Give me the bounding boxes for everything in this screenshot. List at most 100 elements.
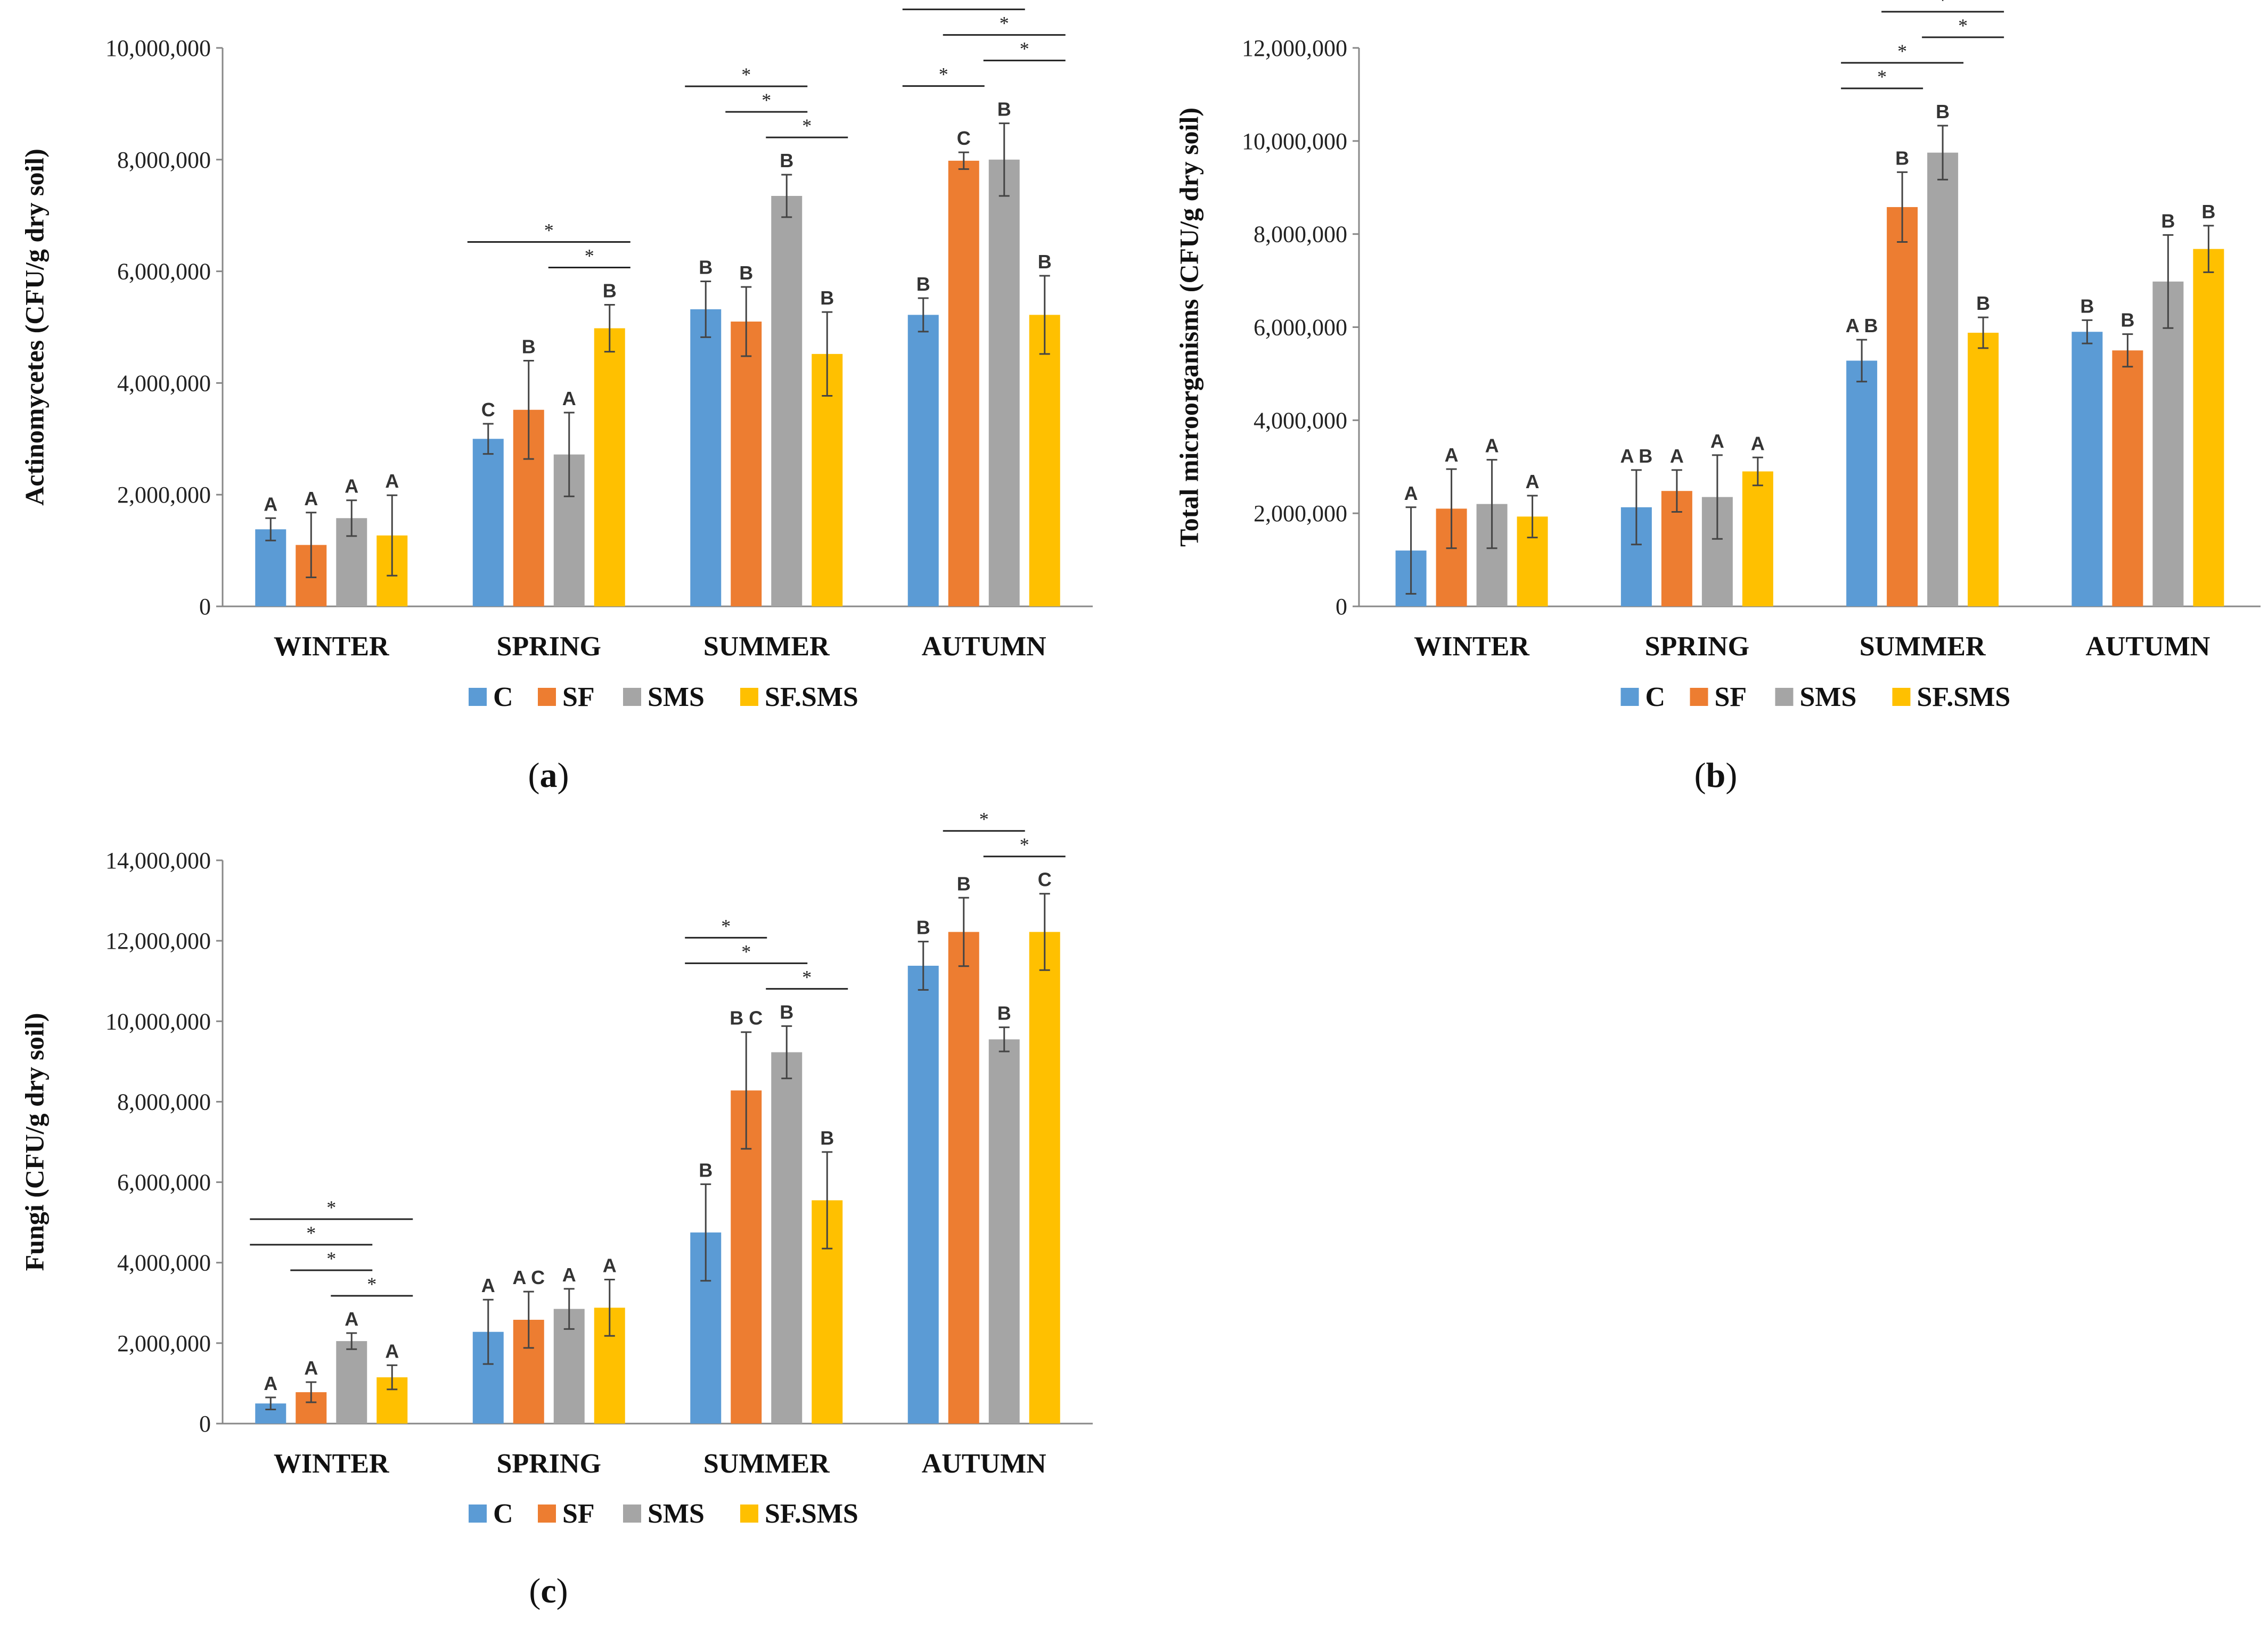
legend-entry: SF — [1715, 682, 1747, 712]
chart-panel-2: 0 2,000,000 4,000,000 6,000,000 8,000,000 10,… — [1174, 0, 2261, 795]
significance-letter: A B — [1846, 315, 1878, 336]
significance-letter: A — [1670, 445, 1684, 467]
y-tick-label: 4,000,000 — [1254, 407, 1347, 433]
bar-c — [907, 315, 939, 606]
significance-star: * — [762, 89, 771, 111]
significance-letter: A — [1710, 430, 1724, 452]
significance-letter: A — [562, 1264, 576, 1286]
significance-letter: B — [916, 917, 930, 939]
significance-letter: A — [264, 493, 277, 515]
legend-entry: SF.SMS — [1917, 682, 2011, 712]
significance-star: * — [1877, 66, 1887, 87]
panel-label: (a) — [528, 756, 569, 795]
significance-letter: B — [780, 150, 793, 171]
significance-letter: B — [2080, 295, 2094, 317]
y-axis-label: Actinomycetes (CFU/g dry soil) — [19, 149, 49, 506]
bar-c — [2072, 332, 2103, 606]
significance-letter: A — [385, 1340, 399, 1362]
bar-sms — [771, 195, 803, 606]
significance-letter: B — [2201, 201, 2215, 223]
y-tick-label: 6,000,000 — [117, 1170, 211, 1196]
significance-letter: A — [1526, 471, 1540, 492]
legend-entry: SMS — [648, 682, 705, 712]
y-tick-label: 4,000,000 — [117, 370, 211, 396]
significance-letter: B C — [730, 1007, 763, 1029]
bar-c — [472, 439, 504, 606]
significance-letter: A — [345, 475, 358, 497]
legend-entry: SF.SMS — [765, 1499, 858, 1529]
bar-sms — [771, 1052, 803, 1424]
significance-letter: B — [1936, 101, 1950, 122]
significance-letter: C — [481, 399, 495, 421]
y-tick-label: 2,000,000 — [1254, 500, 1347, 527]
significance-letter: B — [780, 1001, 793, 1023]
significance-star: * — [1938, 0, 1947, 11]
significance-star: * — [1897, 40, 1907, 62]
category-label: SPRING — [497, 631, 601, 662]
significance-star: * — [939, 64, 948, 85]
significance-star: * — [1000, 13, 1009, 34]
y-tick-label: 0 — [1336, 594, 1347, 620]
significance-star: * — [1958, 15, 1968, 36]
bar-c — [690, 309, 722, 606]
y-tick-label: 8,000,000 — [117, 147, 211, 173]
significance-star: * — [959, 0, 969, 9]
category-label: WINTER — [274, 631, 390, 662]
category-label: SUMMER — [703, 1449, 830, 1479]
legend-entry: C — [493, 1499, 513, 1529]
y-tick-label: 6,000,000 — [1254, 315, 1347, 341]
legend-swatch — [469, 688, 487, 706]
significance-star: * — [741, 64, 751, 85]
bar-sf-sms — [1029, 315, 1060, 606]
legend-entry: SF — [562, 1499, 595, 1529]
y-tick-label: 0 — [199, 1411, 211, 1437]
bar-sms — [336, 1341, 367, 1424]
legend-entry: SF — [562, 682, 595, 712]
y-tick-label: 2,000,000 — [117, 1330, 211, 1357]
legend-swatch — [740, 1505, 758, 1523]
y-tick-label: 12,000,000 — [1242, 35, 1347, 61]
bar-sf — [948, 160, 979, 606]
category-label: SUMMER — [1860, 631, 1986, 662]
bar-sf — [1887, 207, 1918, 607]
category-label: AUTUMN — [922, 631, 1046, 662]
significance-star: * — [367, 1273, 376, 1295]
significance-letter: B — [997, 1002, 1011, 1024]
significance-letter: B — [739, 262, 753, 284]
bar-sms — [1927, 152, 1959, 606]
significance-letter: A — [1751, 432, 1765, 454]
y-tick-label: 10,000,000 — [105, 35, 211, 61]
bar-sf-sms — [1968, 332, 1999, 606]
y-tick-label: 2,000,000 — [117, 482, 211, 508]
significance-letter: A — [304, 488, 318, 509]
legend-swatch — [1620, 688, 1639, 706]
category-label: AUTUMN — [2085, 631, 2210, 662]
y-axis-label: Total microorganisms (CFU/g dry soil) — [1174, 108, 1203, 547]
legend-swatch — [469, 1505, 487, 1523]
significance-letter: A — [1485, 435, 1499, 457]
significance-letter: B — [1976, 292, 1990, 314]
significance-star: * — [979, 809, 989, 830]
significance-letter: A — [1445, 444, 1459, 466]
significance-letter: C — [957, 127, 971, 149]
significance-letter: B — [2120, 309, 2134, 331]
significance-letter: A — [562, 388, 576, 409]
y-tick-label: 14,000,000 — [105, 848, 211, 874]
significance-letter: A B — [1620, 445, 1653, 467]
significance-letter: B — [603, 280, 617, 302]
bar-sf-sms — [1742, 471, 1773, 606]
y-tick-label: 10,000,000 — [105, 1008, 211, 1034]
bar-sf — [2112, 350, 2143, 606]
significance-star: * — [544, 220, 554, 241]
legend-swatch — [538, 688, 556, 706]
significance-letter: B — [957, 873, 971, 894]
significance-star: * — [721, 915, 731, 936]
significance-letter: B — [699, 256, 713, 278]
bar-sms — [988, 159, 1020, 606]
chart-panel-1: 0 2,000,000 4,000,000 6,000,000 8,000,000 10,… — [19, 0, 1093, 795]
bar-sms — [2152, 281, 2184, 606]
legend-entry: C — [1645, 682, 1666, 712]
significance-star: * — [585, 245, 594, 267]
significance-letter: A — [304, 1357, 318, 1379]
